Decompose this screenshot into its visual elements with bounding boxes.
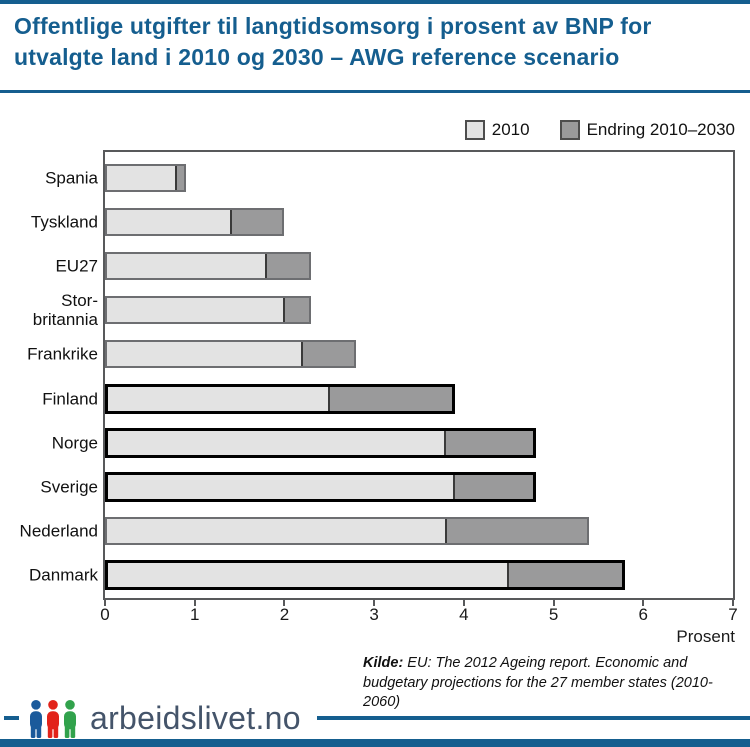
bar-segment-endring: [265, 254, 310, 279]
x-tick-label: 7: [728, 605, 738, 624]
logo-text: arbeidslivet.no: [90, 699, 301, 736]
source-note: Kilde: EU: The 2012 Ageing report. Econo…: [363, 654, 743, 713]
legend-label-2010: 2010: [491, 120, 530, 139]
bar-segment-endring: [301, 342, 355, 367]
bar-segment-2010: [107, 254, 266, 279]
legend-label-endring: Endring 2010–2030: [586, 120, 735, 139]
legend-swatch-endring: [559, 120, 580, 140]
bar-segment-endring: [507, 562, 623, 587]
x-axis-title: Prosent: [676, 627, 735, 646]
bar-row: Stor-britannia: [33, 291, 733, 329]
bar-row: Frankrike: [27, 340, 733, 369]
bar-segment-2010: [108, 430, 445, 455]
bar-row: Norge: [52, 427, 733, 458]
bar-segment-endring: [229, 210, 283, 235]
logo-right-line: [316, 716, 750, 720]
x-tick-label: 4: [459, 605, 469, 624]
bar-segment-endring: [444, 430, 533, 455]
x-tick: [732, 598, 734, 606]
category-label: Nederland: [19, 521, 98, 541]
bottom-bar: [0, 739, 750, 747]
category-label: Spania: [45, 168, 98, 188]
x-tick: [462, 598, 465, 606]
bar-segment-2010: [107, 342, 302, 367]
logo-row: arbeidslivet.no: [0, 697, 750, 739]
legend-swatch-2010: [464, 120, 485, 140]
bar-row: EU27: [55, 252, 733, 281]
legend-item-2010: 2010: [464, 120, 530, 140]
category-label: EU27: [55, 256, 98, 276]
source-label: Kilde:: [363, 655, 404, 671]
stacked-bar: [105, 164, 186, 192]
header-rule: [0, 90, 750, 93]
bar-row: Finland: [42, 383, 733, 414]
x-tick-label: 3: [369, 605, 379, 624]
stacked-bar: [105, 559, 626, 590]
x-tick: [104, 598, 106, 606]
bar-segment-endring: [282, 298, 310, 323]
stacked-bar: [105, 471, 536, 502]
category-label: Stor-britannia: [32, 291, 98, 330]
category-label: Danmark: [29, 565, 98, 585]
bar-segment-endring: [328, 386, 452, 411]
bar-segment-2010: [107, 298, 283, 323]
stacked-bar: [105, 427, 536, 458]
x-tick: [373, 598, 376, 606]
category-label: Finland: [42, 389, 98, 408]
category-label: Frankrike: [27, 344, 98, 364]
bar-row: Danmark: [29, 559, 733, 590]
person-icon: [30, 700, 42, 738]
x-tick: [642, 598, 645, 606]
bar-segment-endring: [175, 166, 184, 190]
bar-row: Sverige: [40, 471, 733, 502]
stacked-bar: [105, 252, 312, 281]
bar-segment-2010: [107, 518, 446, 543]
bar-segment-endring: [445, 518, 588, 543]
logo-people-icons: [29, 698, 77, 738]
bar-segment-2010: [108, 474, 453, 499]
category-label: Tyskland: [30, 212, 98, 232]
stacked-bar: [105, 208, 285, 237]
x-tick-label: 0: [100, 605, 110, 624]
bar-row: Spania: [45, 164, 733, 192]
chart-legend: 2010 Endring 2010–2030: [464, 120, 735, 140]
bar-segment-2010: [107, 210, 230, 235]
page-title: Offentlige utgifter til langtidsomsorg i…: [14, 13, 652, 70]
person-icon: [47, 700, 59, 738]
bar-segment-2010: [108, 562, 508, 587]
legend-item-endring: Endring 2010–2030: [559, 120, 735, 140]
category-label: Norge: [51, 433, 98, 453]
x-tick: [193, 598, 196, 606]
stacked-bar: [105, 296, 312, 325]
bar-segment-2010: [107, 166, 176, 190]
x-tick-label: 5: [548, 605, 559, 624]
x-tick-label: 6: [638, 605, 649, 624]
x-tick-label: 1: [189, 605, 200, 624]
stacked-bar: [105, 340, 357, 369]
bar-row: Tyskland: [31, 208, 733, 237]
x-tick: [552, 598, 555, 606]
person-icon: [64, 700, 76, 738]
bar-row: Nederland: [20, 516, 733, 545]
bar-segment-2010: [108, 386, 329, 411]
stacked-bar: [105, 516, 590, 545]
top-rule: [0, 0, 750, 4]
plot-area: Prosent Spania Tyskland EU27 Stor-britannia…: [20, 150, 738, 646]
x-tick: [283, 598, 286, 606]
category-label: Sverige: [40, 477, 98, 497]
x-tick-label: 2: [279, 605, 290, 624]
source-text: EU: The 2012 Ageing report. Economic and…: [363, 655, 713, 710]
bar-segment-endring: [453, 474, 533, 499]
stacked-bar: [105, 383, 455, 414]
logo-left-dash: [4, 716, 19, 720]
